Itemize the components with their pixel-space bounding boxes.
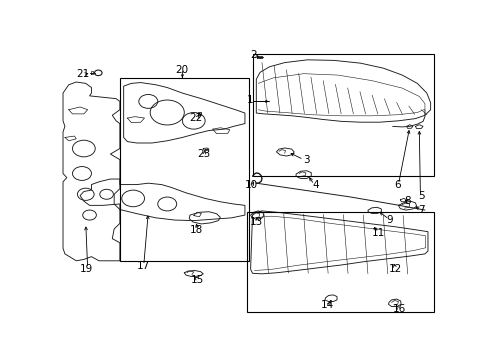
- Bar: [120, 78, 248, 261]
- Text: 18: 18: [190, 225, 203, 235]
- Text: 14: 14: [320, 300, 333, 310]
- Text: 21: 21: [76, 69, 89, 79]
- Text: 5: 5: [418, 191, 425, 201]
- Text: 9: 9: [386, 215, 392, 225]
- Text: 16: 16: [392, 304, 405, 314]
- Text: 2: 2: [250, 50, 256, 60]
- Text: 10: 10: [244, 180, 257, 190]
- Text: 12: 12: [388, 264, 401, 274]
- Bar: [246, 212, 433, 312]
- Text: 13: 13: [249, 217, 263, 227]
- Text: 4: 4: [312, 180, 319, 190]
- Text: 20: 20: [175, 66, 188, 75]
- Text: 1: 1: [247, 95, 253, 105]
- Text: 22: 22: [189, 113, 202, 123]
- Text: 8: 8: [404, 196, 410, 206]
- Text: 15: 15: [190, 275, 204, 285]
- Text: 3: 3: [303, 155, 309, 165]
- Bar: [252, 54, 433, 176]
- Text: 11: 11: [370, 228, 384, 238]
- Text: 7: 7: [418, 205, 425, 215]
- Text: 19: 19: [80, 264, 93, 274]
- Text: 23: 23: [197, 149, 210, 159]
- Text: 6: 6: [393, 180, 400, 190]
- Text: 17: 17: [136, 261, 149, 271]
